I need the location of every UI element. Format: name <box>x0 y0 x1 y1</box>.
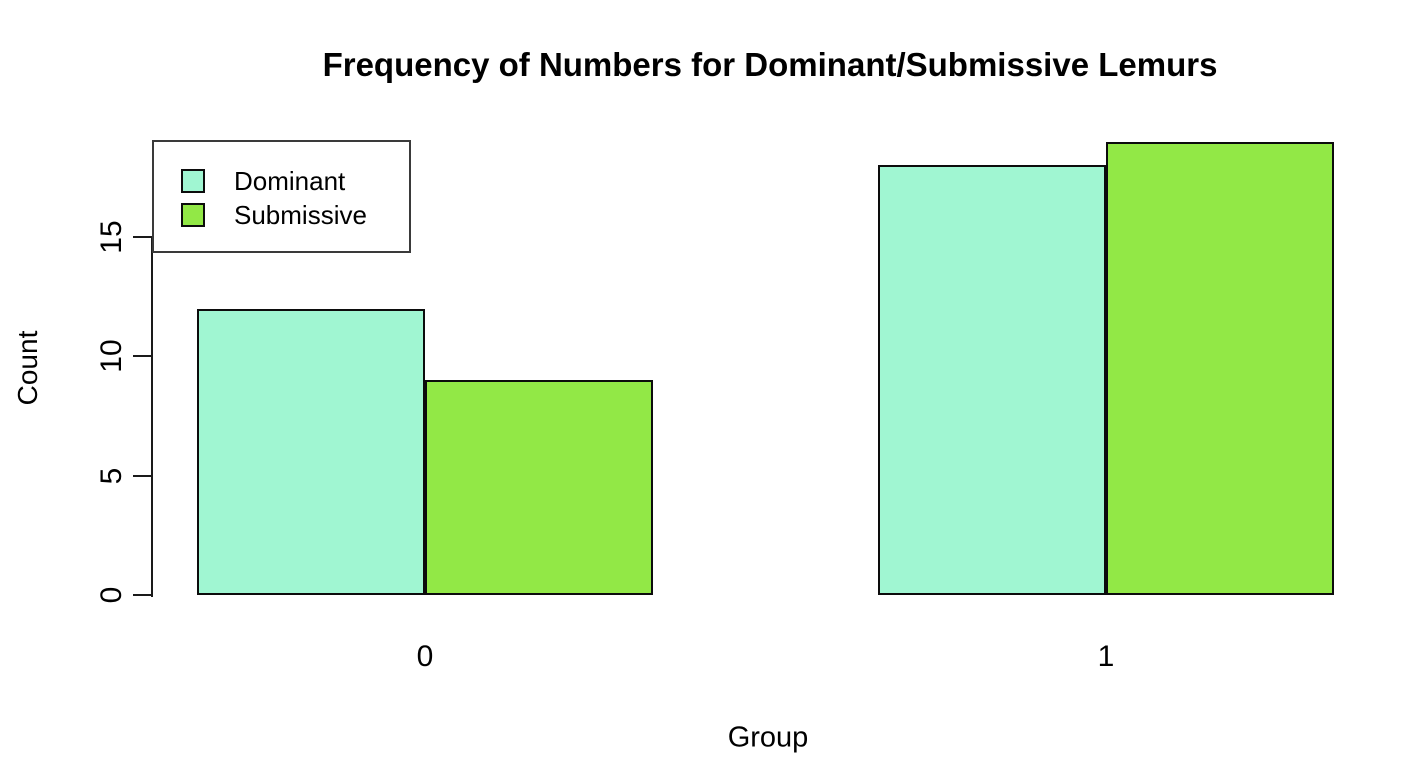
legend-label-dominant: Dominant <box>234 165 346 196</box>
y-tick-15 <box>133 236 152 238</box>
y-tick-label-0: 0 <box>95 586 128 604</box>
legend-swatch-submissive <box>181 203 205 227</box>
y-tick-label-15: 15 <box>95 220 128 254</box>
legend-swatch-dominant <box>181 169 205 193</box>
x-category-label-1: 1 <box>1097 640 1115 673</box>
y-tick-10 <box>133 355 152 358</box>
y-tick-5 <box>133 474 152 477</box>
y-tick-label-10: 10 <box>95 339 128 374</box>
y-tick-label-5: 5 <box>95 467 128 484</box>
bar-dominant-group-0 <box>197 308 425 595</box>
bar-dominant-group-1 <box>878 165 1106 595</box>
legend-item-dominant: Dominant <box>154 164 409 198</box>
legend-item-submissive: Submissive <box>154 198 409 232</box>
chart-title: Frequency of Numbers for Dominant/Submis… <box>322 46 1218 83</box>
legend-label-submissive: Submissive <box>234 199 367 230</box>
x-category-label-0: 0 <box>416 640 434 673</box>
x-axis-label: Group <box>727 721 809 754</box>
bar-submissive-group-0 <box>425 380 653 595</box>
bar-submissive-group-1 <box>1106 141 1334 595</box>
y-tick-0 <box>133 594 152 596</box>
legend: Dominant Submissive <box>152 140 411 253</box>
y-axis-line <box>151 237 153 597</box>
